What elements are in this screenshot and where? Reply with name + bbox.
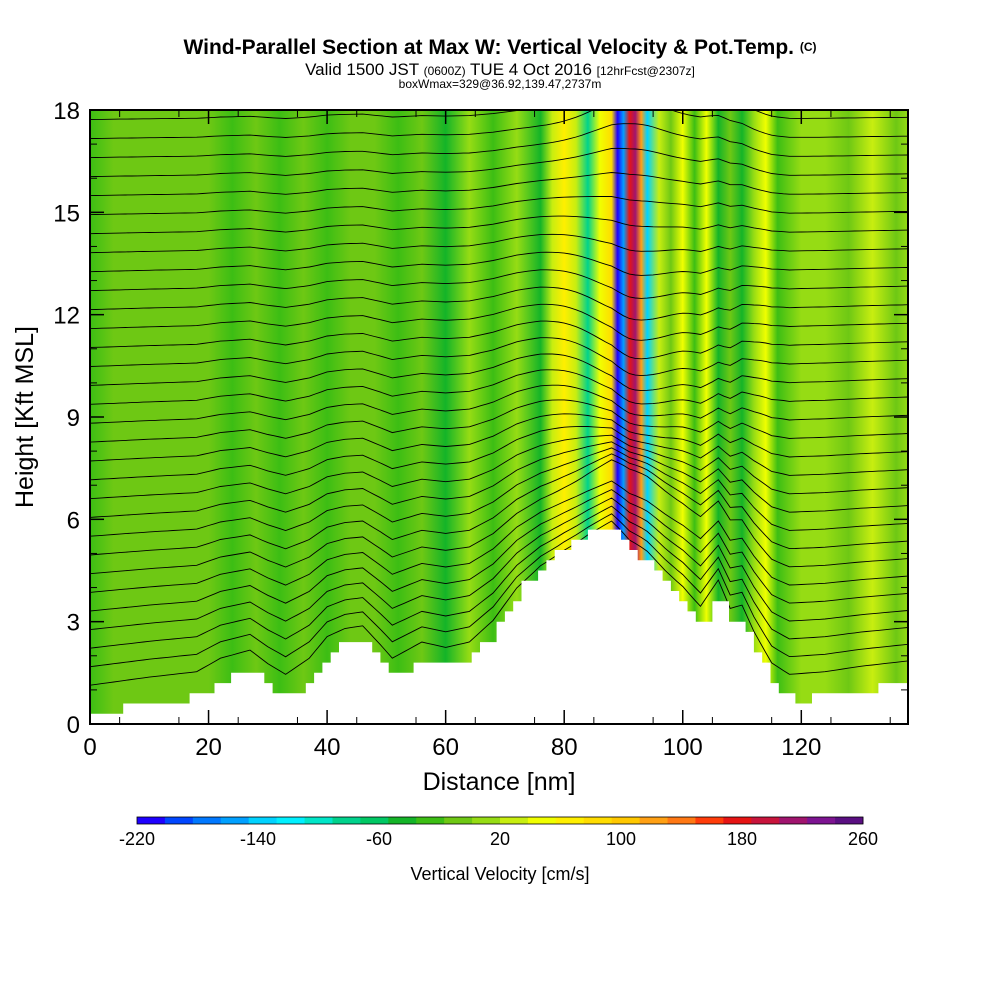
colorbar-swatch <box>137 817 166 824</box>
colorbar-swatch <box>835 817 864 824</box>
isentrope-line <box>90 123 908 159</box>
colorbar-swatch <box>583 817 613 824</box>
isentrope-line <box>90 147 908 178</box>
y-tick-label: 6 <box>67 507 80 534</box>
colorbar-swatch <box>304 817 333 824</box>
chart-title: Wind-Parallel Section at Max W: Vertical… <box>183 36 817 59</box>
colorbar-tick-label: 180 <box>727 829 757 849</box>
colorbar-tick-label: -60 <box>366 829 392 849</box>
isentrope-line <box>90 196 908 216</box>
isentrope-line <box>90 441 908 518</box>
isentrope-line <box>90 303 908 341</box>
colorbar-swatch <box>276 817 305 824</box>
x-tick-label: 20 <box>195 734 222 761</box>
colorbar-title: Vertical Velocity [cm/s] <box>410 864 589 884</box>
isentrope-line <box>90 53 908 100</box>
colorbar-swatch <box>332 817 361 824</box>
chart-valid-time: Valid 1500 JST (0600Z) TUE 4 Oct 2016 [1… <box>305 60 695 79</box>
isentrope-line <box>90 447 908 537</box>
colorbar-swatch <box>248 817 278 824</box>
x-tick-label: 40 <box>314 734 341 761</box>
y-tick-label: 18 <box>53 98 80 125</box>
colorbar-frame <box>136 816 864 825</box>
colorbar: -220 -140 -60 20 100 180 260 <box>119 816 878 849</box>
terrain-mask <box>90 529 908 724</box>
isentrope-line <box>90 513 908 668</box>
isentrope-line <box>90 369 908 405</box>
colorbar-swatch <box>723 817 752 824</box>
colorbar-tick-label: 20 <box>490 829 510 849</box>
x-axis: 0 20 40 60 80 100 120 <box>83 110 891 761</box>
colorbar-swatch <box>444 817 473 824</box>
colorbar-tick-label: 100 <box>606 829 636 849</box>
colorbar-swatch <box>416 817 445 824</box>
isentrope-line <box>90 233 908 254</box>
colorbar-swatch <box>695 817 724 824</box>
colorbar-swatch <box>555 817 585 824</box>
chart-box-info: boxWmax=329@36.92,139.47,2737m <box>398 77 602 91</box>
y-tick-label: 12 <box>53 303 80 330</box>
isentrope-line <box>90 384 908 424</box>
x-axis-title: Distance [nm] <box>423 768 576 796</box>
colorbar-swatch <box>360 817 389 824</box>
colorbar-swatch <box>807 817 836 824</box>
isentrope-line <box>90 505 908 649</box>
colorbar-swatch <box>388 817 417 824</box>
isentrope-line <box>90 453 908 556</box>
isentrope-line <box>90 172 908 197</box>
isentrope-line <box>90 434 908 500</box>
y-tick-label: 0 <box>67 712 80 739</box>
y-tick-label: 3 <box>67 610 80 637</box>
y-axis: 0 3 6 9 12 15 18 <box>53 98 908 739</box>
colorbar-swatch <box>751 817 780 824</box>
x-tick-label: 60 <box>432 734 459 761</box>
isentrope-line <box>90 286 908 321</box>
isentrope-line <box>90 337 908 377</box>
isentrope-line <box>90 459 908 575</box>
colorbar-tick-label: -140 <box>240 829 276 849</box>
colorbar-swatch <box>164 817 194 824</box>
colorbar-swatch <box>472 817 501 824</box>
x-tick-label: 0 <box>83 734 96 761</box>
colorbar-swatch <box>667 817 696 824</box>
y-tick-label: 9 <box>67 405 80 432</box>
isentrope-line <box>90 269 908 299</box>
colorbar-swatch <box>779 817 808 824</box>
y-axis-title: Height [Kft MSL] <box>11 326 39 508</box>
colorbar-tick-label: -220 <box>119 829 155 849</box>
isentrope-line <box>90 399 908 443</box>
colorbar-swatch <box>527 817 557 824</box>
isentrope-line <box>90 251 908 276</box>
isentrope-line <box>90 110 908 139</box>
y-tick-label: 15 <box>53 200 80 227</box>
colorbar-swatch <box>639 817 668 824</box>
isentrope-line <box>90 413 908 462</box>
isentrope-line <box>90 480 908 593</box>
colorbar-swatch <box>192 817 222 824</box>
isentrope-line <box>90 320 908 360</box>
isentrope-line <box>90 353 908 392</box>
isentrope-line <box>90 520 908 686</box>
colorbar-swatch <box>611 817 641 824</box>
isentrope-line <box>90 215 908 235</box>
colorbar-tick-label: 260 <box>848 829 878 849</box>
x-tick-label: 80 <box>551 734 578 761</box>
x-tick-label: 120 <box>781 734 821 761</box>
colorbar-swatch <box>220 817 250 824</box>
isentrope-line <box>90 489 908 612</box>
potential-temperature-contours <box>90 53 908 686</box>
colorbar-swatch <box>500 817 529 824</box>
x-tick-label: 100 <box>663 734 703 761</box>
isentrope-line <box>90 426 908 481</box>
isentrope-line <box>90 497 908 631</box>
